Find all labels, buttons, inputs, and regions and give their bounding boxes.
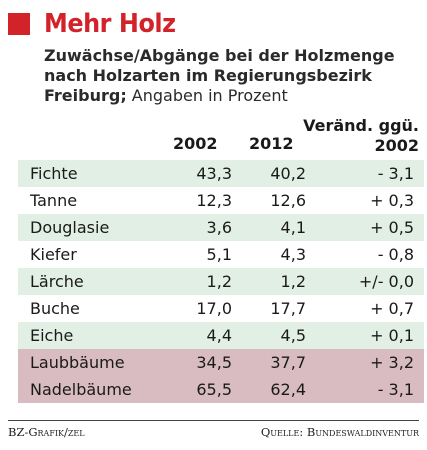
value-change: + 0,5 — [370, 218, 414, 237]
data-table: Fichte 43,3 40,2 - 3,1 Tanne 12,3 12,6 +… — [18, 160, 424, 403]
subtitle-line-1: Zuwächse/Abgänge bei der Holzmenge — [44, 46, 395, 65]
row-label: Fichte — [30, 164, 78, 183]
value-2012: 12,6 — [270, 191, 306, 210]
table-row: Douglasie 3,6 4,1 + 0,5 — [18, 214, 424, 241]
value-2002: 34,5 — [196, 353, 232, 372]
value-2002: 65,5 — [196, 380, 232, 399]
value-change: + 0,7 — [370, 299, 414, 318]
row-label: Buche — [30, 299, 80, 318]
subtitle-line-2: nach Holzarten im Regierungsbezirk — [44, 66, 372, 85]
title-row: Mehr Holz — [8, 8, 187, 40]
table-row-summary: Nadelbäume 65,5 62,4 - 3,1 — [18, 376, 424, 403]
title-marker — [8, 13, 30, 35]
row-label: Lärche — [30, 272, 84, 291]
footer: BZ-Grafik/zel Quelle: Bundeswaldinventur — [8, 420, 419, 439]
table-row: Lärche 1,2 1,2 +/- 0,0 — [18, 268, 424, 295]
value-2012: 4,5 — [280, 326, 306, 345]
column-header-change-line-2: 2002 — [374, 136, 419, 155]
table-row: Buche 17,0 17,7 + 0,7 — [18, 295, 424, 322]
value-change: + 3,2 — [370, 353, 414, 372]
value-change: - 0,8 — [377, 245, 414, 264]
subtitle-line-3: Freiburg; Angaben in Prozent — [44, 86, 420, 106]
value-2012: 4,1 — [280, 218, 306, 237]
table-row: Kiefer 5,1 4,3 - 0,8 — [18, 241, 424, 268]
page-title: Mehr Holz — [44, 9, 176, 39]
value-2002: 4,4 — [206, 326, 232, 345]
value-2002: 12,3 — [196, 191, 232, 210]
column-header-2002: 2002 — [173, 134, 218, 153]
credit-text: BZ-Grafik/zel — [8, 425, 85, 439]
subtitle-unit: Angaben in Prozent — [126, 86, 288, 105]
value-change: + 0,3 — [370, 191, 414, 210]
row-label: Eiche — [30, 326, 74, 345]
value-2012: 17,7 — [270, 299, 306, 318]
row-label: Laubbäume — [30, 353, 125, 372]
table-row: Fichte 43,3 40,2 - 3,1 — [18, 160, 424, 187]
row-label: Kiefer — [30, 245, 77, 264]
value-2012: 37,7 — [270, 353, 306, 372]
value-change: +/- 0,0 — [358, 272, 414, 291]
value-2002: 1,2 — [206, 272, 232, 291]
table-row: Tanne 12,3 12,6 + 0,3 — [18, 187, 424, 214]
value-2002: 5,1 — [206, 245, 232, 264]
column-header-change-line-1: Veränd. ggü. — [303, 116, 419, 135]
subtitle: Zuwächse/Abgänge bei der Holzmenge nach … — [44, 46, 420, 106]
value-change: - 3,1 — [377, 164, 414, 183]
subtitle-region: Freiburg; — [44, 86, 127, 105]
value-2012: 1,2 — [280, 272, 306, 291]
value-2012: 40,2 — [270, 164, 306, 183]
table-row: Eiche 4,4 4,5 + 0,1 — [18, 322, 424, 349]
row-label: Nadelbäume — [30, 380, 132, 399]
value-2012: 62,4 — [270, 380, 306, 399]
value-2002: 3,6 — [206, 218, 232, 237]
row-label: Tanne — [30, 191, 78, 210]
source-text: Quelle: Bundeswaldinventur — [260, 425, 419, 439]
value-2002: 43,3 — [196, 164, 232, 183]
value-change: - 3,1 — [377, 380, 414, 399]
table-row-summary: Laubbäume 34,5 37,7 + 3,2 — [18, 349, 424, 376]
column-header-2012: 2012 — [249, 134, 294, 153]
value-2002: 17,0 — [196, 299, 232, 318]
value-2012: 4,3 — [280, 245, 306, 264]
column-header-change: Veränd. ggü. 2002 — [303, 116, 419, 156]
value-change: + 0,1 — [370, 326, 414, 345]
row-label: Douglasie — [30, 218, 110, 237]
